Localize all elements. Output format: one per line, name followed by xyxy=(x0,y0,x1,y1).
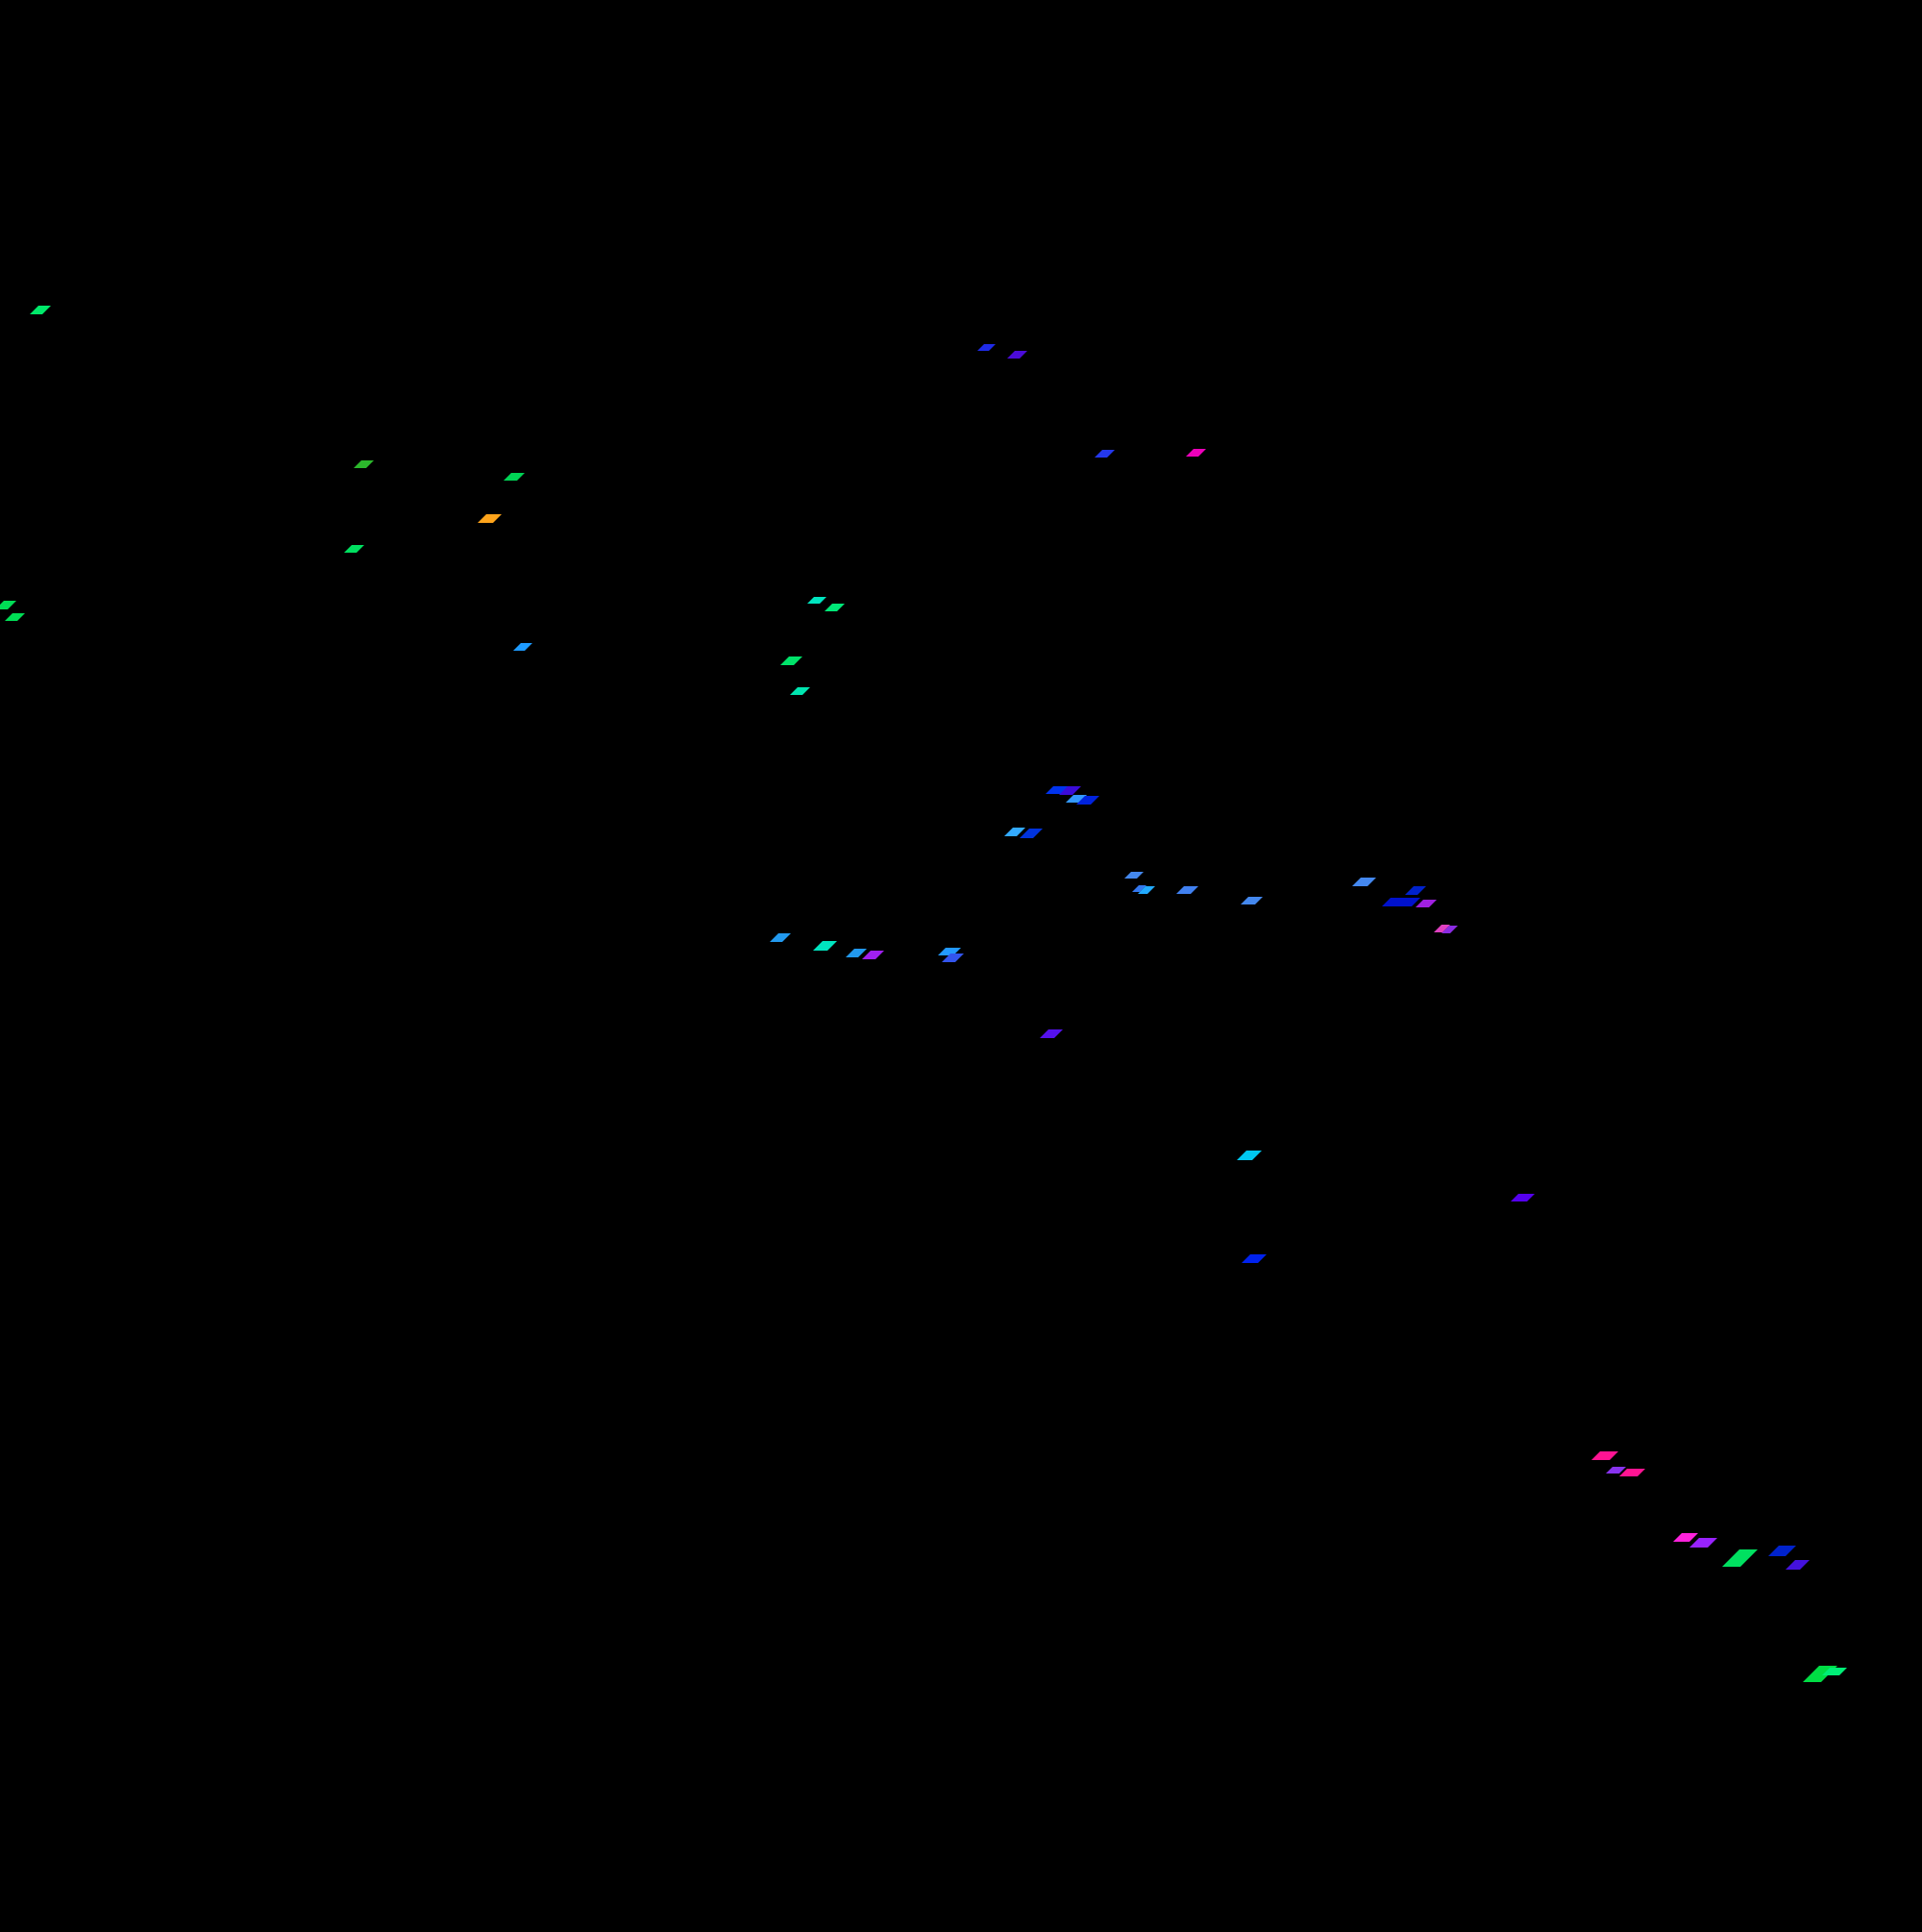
plot-mark xyxy=(1095,450,1115,458)
plot-mark xyxy=(0,601,16,609)
plot-mark xyxy=(1020,829,1043,838)
plot-mark xyxy=(1768,1546,1796,1556)
plot-mark xyxy=(1673,1533,1698,1542)
plot-mark xyxy=(1040,1029,1063,1038)
plot-mark xyxy=(790,687,810,695)
plot-mark xyxy=(1382,898,1420,906)
plot-mark xyxy=(504,473,525,481)
plot-mark xyxy=(977,344,996,351)
plot-mark xyxy=(344,545,364,553)
plot-mark xyxy=(1186,449,1206,457)
plot-mark xyxy=(1416,900,1437,907)
plot-mark xyxy=(1241,897,1263,904)
plot-mark xyxy=(1511,1194,1535,1201)
plot-mark xyxy=(1176,886,1198,894)
plot-mark xyxy=(354,460,374,468)
plot-mark xyxy=(1352,878,1376,886)
plot-mark xyxy=(5,613,25,621)
plot-mark xyxy=(1591,1451,1618,1460)
plot-mark xyxy=(1007,351,1027,359)
plot-mark xyxy=(1405,886,1426,895)
plot-mark xyxy=(1237,1151,1262,1160)
plot-mark xyxy=(1619,1469,1645,1476)
plot-mark xyxy=(1124,872,1144,879)
plot-mark xyxy=(862,951,884,959)
plot-mark xyxy=(513,643,532,651)
plot-mark xyxy=(807,597,826,604)
plot-mark xyxy=(780,656,802,665)
plot-mark xyxy=(1786,1560,1810,1570)
plot-mark xyxy=(813,941,837,951)
plot-mark xyxy=(1722,1549,1758,1567)
plot-mark xyxy=(770,933,791,942)
plot-mark xyxy=(30,306,51,314)
plot-mark xyxy=(1242,1254,1267,1263)
plot-mark xyxy=(478,514,502,523)
plot-mark xyxy=(1689,1538,1717,1548)
plot-mark xyxy=(825,604,845,611)
